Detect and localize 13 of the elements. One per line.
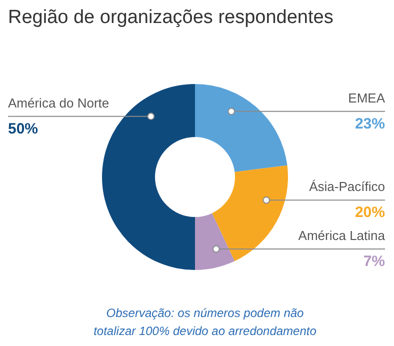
chart-title: Região de organizações respondentes	[8, 7, 334, 28]
data-label: 50%	[8, 120, 38, 138]
slice-label: América Latina	[298, 228, 386, 243]
slice-label: Ásia-Pacífico	[309, 179, 385, 194]
donut-slice	[195, 84, 288, 172]
slice-label: América do Norte	[8, 95, 110, 110]
donut-slice	[195, 213, 235, 270]
data-label: 20%	[354, 204, 385, 222]
data-label: 7%	[363, 252, 385, 270]
text: Observação: os números podem não totalizar 100% devido ao arredondamento	[94, 306, 317, 338]
slice-label: EMEA	[348, 90, 386, 106]
data-label: 23%	[354, 115, 385, 132]
donut-slice	[212, 165, 288, 262]
